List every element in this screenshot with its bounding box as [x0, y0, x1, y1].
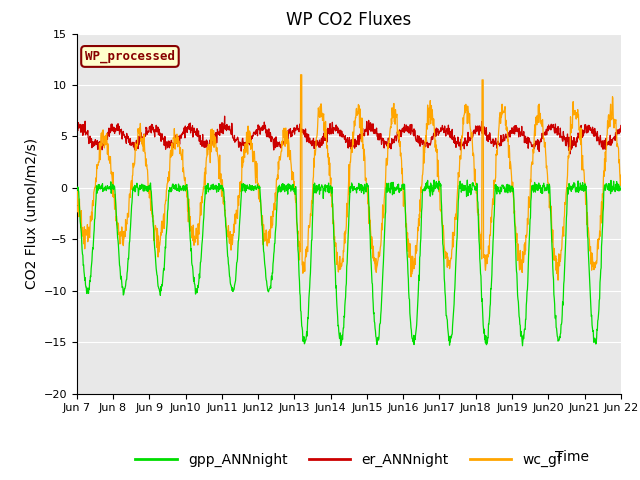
Text: WP_processed: WP_processed [85, 50, 175, 63]
Text: Time: Time [555, 450, 589, 464]
Legend: gpp_ANNnight, er_ANNnight, wc_gf: gpp_ANNnight, er_ANNnight, wc_gf [130, 447, 568, 473]
Y-axis label: CO2 Flux (umol/m2/s): CO2 Flux (umol/m2/s) [24, 138, 38, 289]
Title: WP CO2 Fluxes: WP CO2 Fluxes [286, 11, 412, 29]
